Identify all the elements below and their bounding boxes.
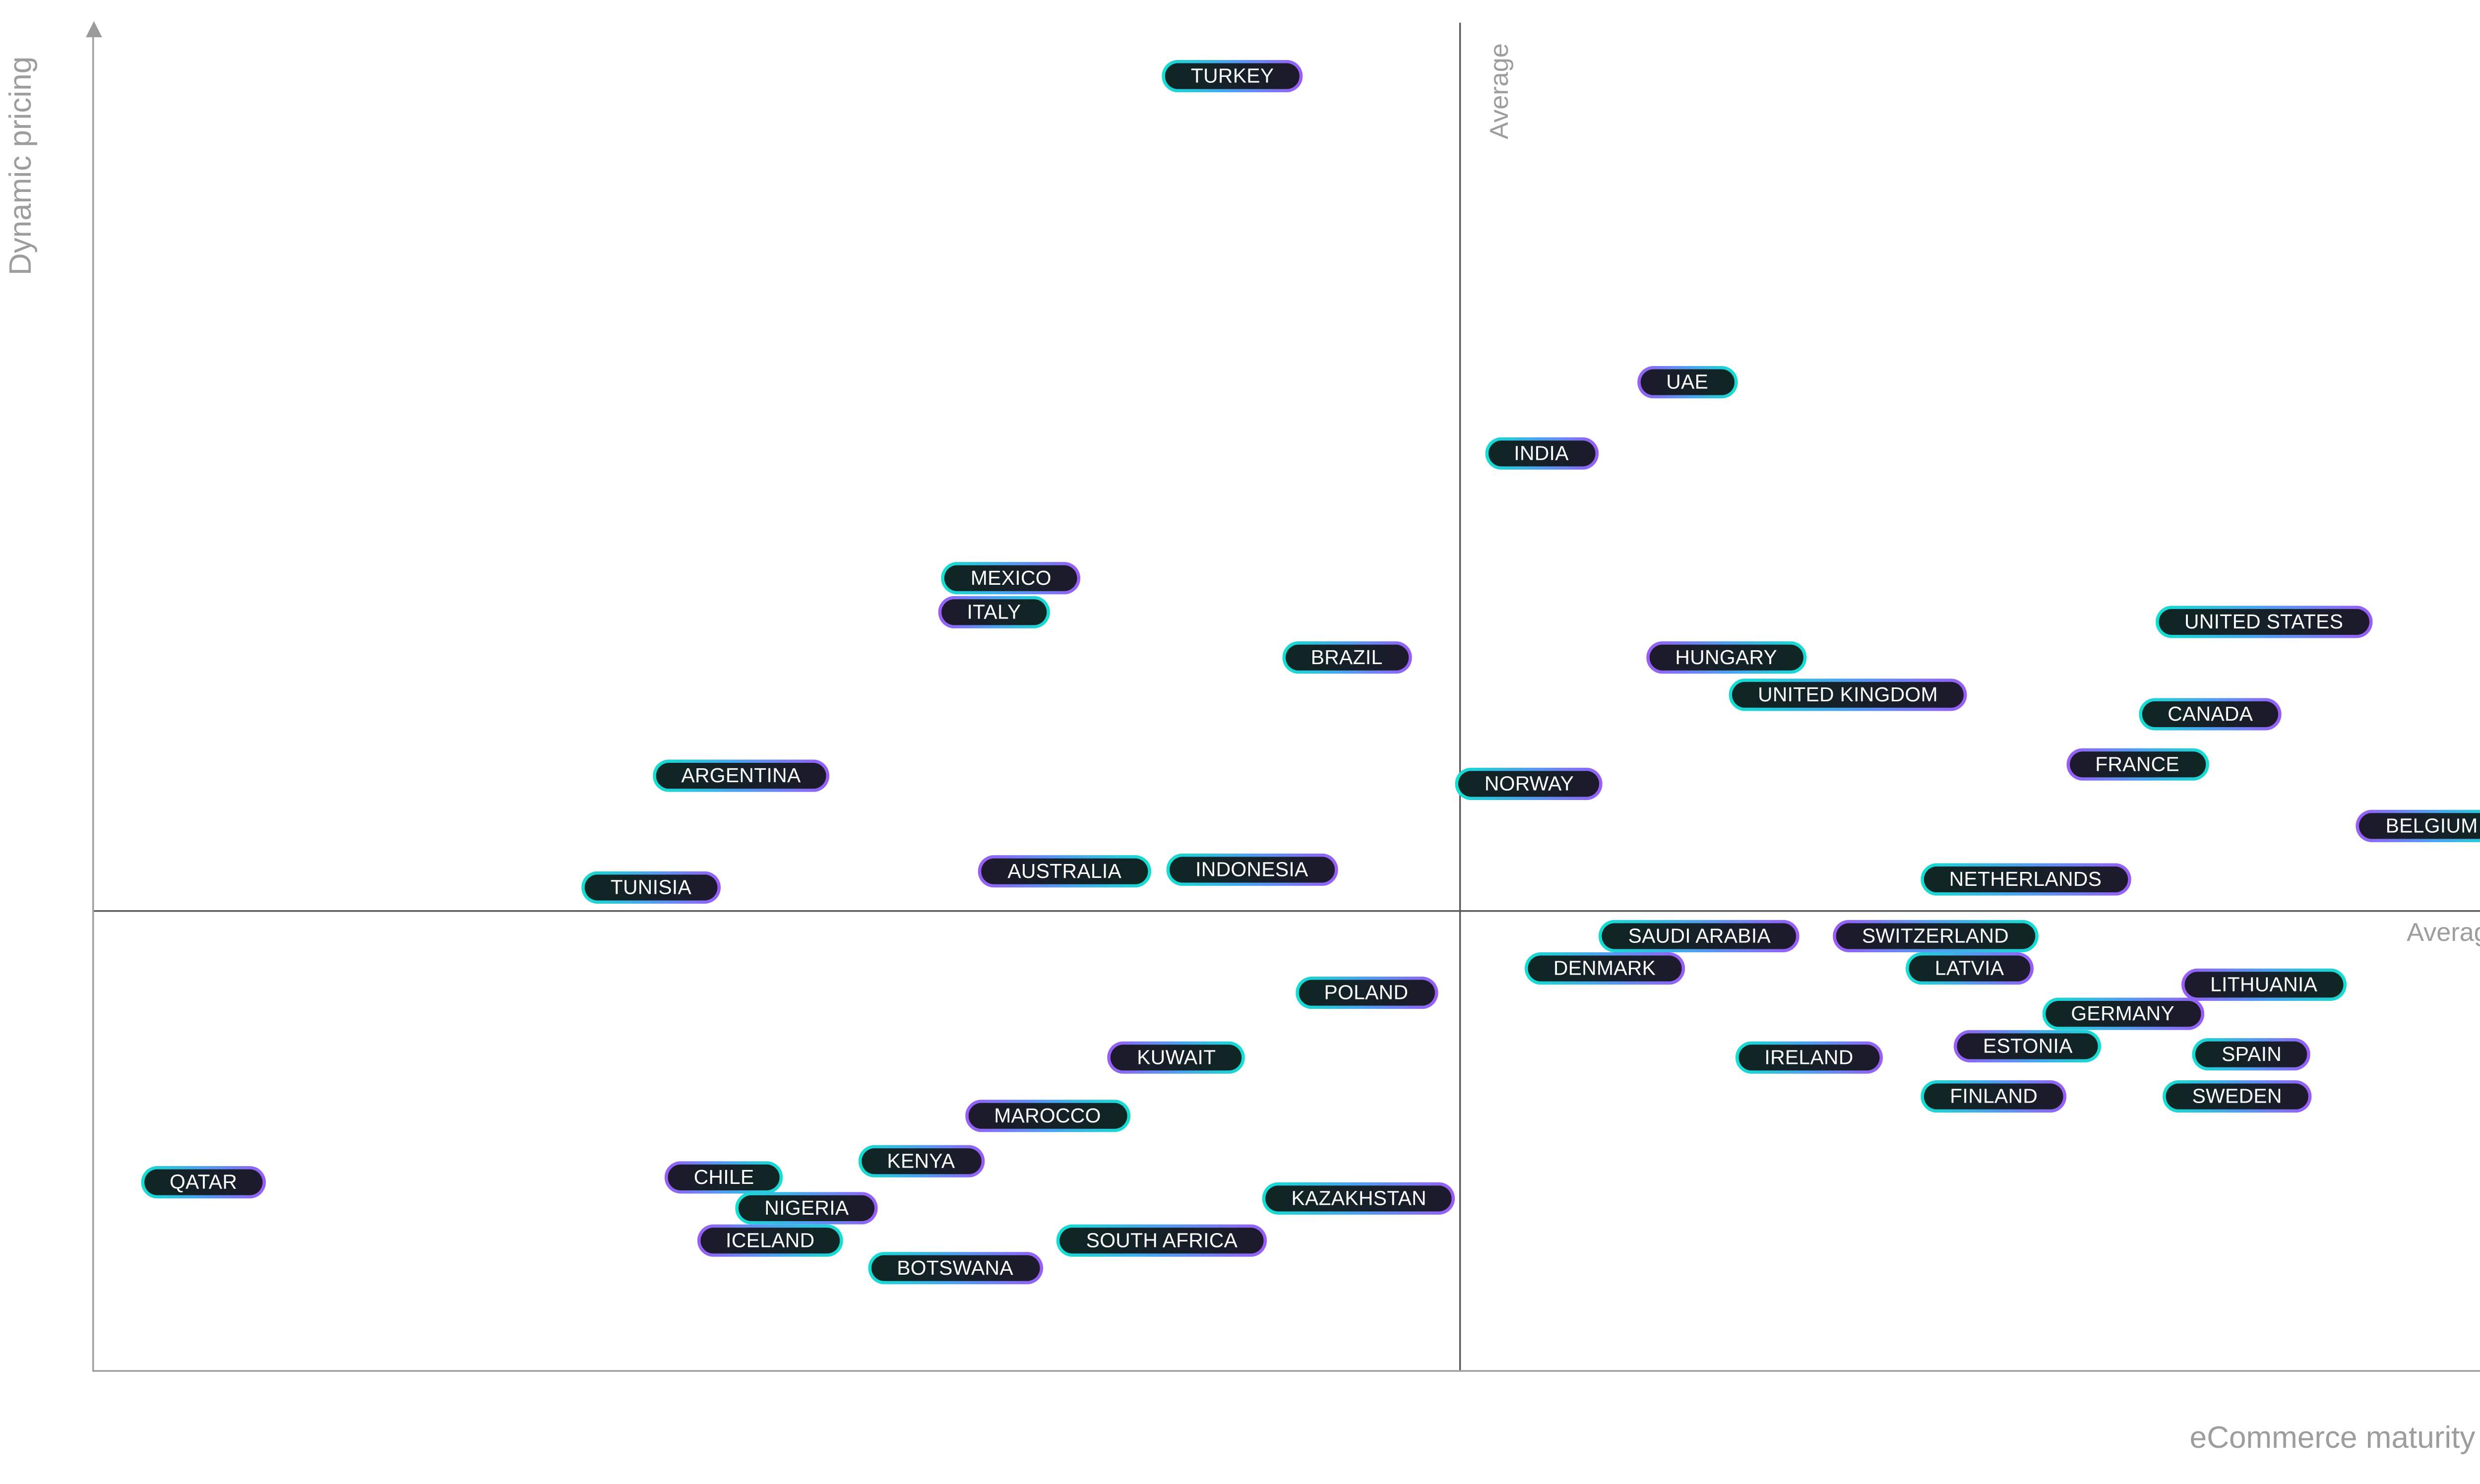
y-axis-label: Dynamic pricing xyxy=(4,56,39,276)
data-point-sweden: SWEDEN xyxy=(2163,1080,2311,1113)
data-point-germany: GERMANY xyxy=(2042,998,2204,1031)
data-point-france: FRANCE xyxy=(2066,747,2208,780)
average-y-line xyxy=(94,911,2480,913)
data-point-ireland: IRELAND xyxy=(1736,1041,1883,1073)
data-point-switzerland: SWITZERLAND xyxy=(1833,920,2038,952)
data-point-kenya: KENYA xyxy=(858,1145,985,1177)
data-point-canada: CANADA xyxy=(2138,698,2282,730)
data-point-finland: FINLAND xyxy=(1921,1080,2066,1113)
data-point-kazakhstan: KAZAKHSTAN xyxy=(1262,1183,1456,1215)
y-axis-arrow-icon xyxy=(85,21,102,38)
data-point-latvia: LATVIA xyxy=(1906,952,2033,985)
data-point-norway: NORWAY xyxy=(1455,768,1603,800)
data-point-india: INDIA xyxy=(1485,437,1598,470)
data-point-chile: CHILE xyxy=(665,1161,783,1193)
data-point-spain: SPAIN xyxy=(2192,1039,2311,1071)
data-point-turkey: TURKEY xyxy=(1162,61,1303,93)
data-point-poland: POLAND xyxy=(1295,977,1437,1009)
data-point-belgium: BELGIUM xyxy=(2356,809,2480,842)
data-point-indonesia: INDONESIA xyxy=(1166,854,1337,886)
data-point-nigeria: NIGERIA xyxy=(736,1192,878,1225)
data-point-estonia: ESTONIA xyxy=(1954,1031,2102,1063)
data-point-united-kingdom: UNITED KINGDOM xyxy=(1729,679,1967,711)
x-axis xyxy=(92,1369,2480,1371)
data-point-tunisia: TUNISIA xyxy=(581,871,721,904)
data-point-south-africa: SOUTH AFRICA xyxy=(1057,1225,1267,1257)
data-point-iceland: ICELAND xyxy=(696,1225,844,1257)
y-axis xyxy=(92,32,94,1370)
data-point-netherlands: NETHERLANDS xyxy=(1920,864,2131,896)
data-point-brazil: BRAZIL xyxy=(1282,641,1412,674)
data-point-botswana: BOTSWANA xyxy=(868,1251,1042,1284)
data-point-mexico: MEXICO xyxy=(941,561,1081,594)
data-point-italy: ITALY xyxy=(938,595,1051,627)
data-point-denmark: DENMARK xyxy=(1524,952,1685,985)
data-point-argentina: ARGENTINA xyxy=(652,760,830,792)
data-point-kuwait: KUWAIT xyxy=(1108,1041,1245,1073)
data-point-lithuania: LITHUANIA xyxy=(2181,969,2347,1001)
data-point-australia: AUSTRALIA xyxy=(979,856,1151,888)
data-point-qatar: QATAR xyxy=(140,1167,266,1199)
data-point-marocco: MAROCCO xyxy=(965,1099,1130,1131)
x-axis-label: eCommerce maturity xyxy=(2189,1422,2476,1456)
data-point-united-states: UNITED STATES xyxy=(2155,606,2372,638)
data-point-uae: UAE xyxy=(1637,366,1737,398)
average-x-line xyxy=(1458,22,1461,1370)
data-point-saudi-arabia: SAUDI ARABIA xyxy=(1599,920,1800,952)
average-y-label: Average xyxy=(2407,920,2480,948)
data-point-hungary: HUNGARY xyxy=(1646,641,1806,674)
average-x-label: Average xyxy=(1487,43,1515,139)
